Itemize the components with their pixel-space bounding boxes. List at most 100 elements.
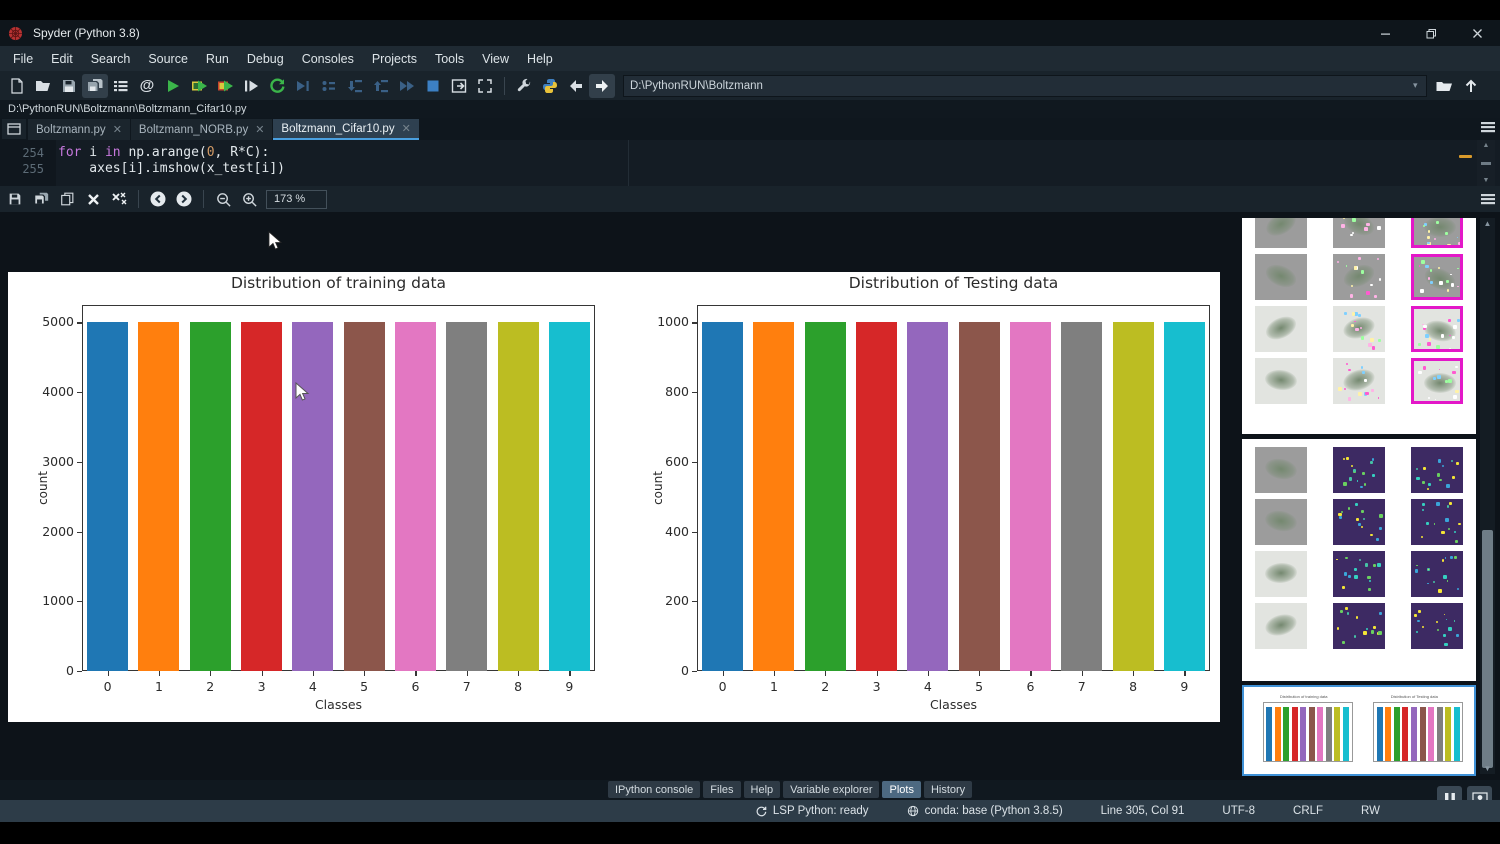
stop-debug-icon[interactable]	[420, 74, 446, 98]
menu-projects[interactable]: Projects	[363, 46, 426, 71]
mini-bar	[1377, 707, 1383, 761]
close-tab-icon[interactable]: ✕	[402, 122, 411, 135]
x-tick-mark	[415, 671, 416, 676]
debug-file-icon[interactable]	[290, 74, 316, 98]
step-over-icon[interactable]	[316, 74, 342, 98]
x-tick-label: 6	[405, 679, 425, 694]
x-tick-label: 7	[1072, 679, 1092, 694]
sidebar-scrollbar[interactable]: ▲ ▼	[1480, 218, 1495, 774]
zoom-level-field[interactable]: 173 %	[266, 190, 327, 209]
bar-class-1	[138, 322, 179, 671]
menu-debug[interactable]: Debug	[238, 46, 293, 71]
thumbnail-subimage	[1411, 551, 1463, 597]
thumbnail-subimage	[1333, 447, 1385, 493]
y-tick-mark	[77, 392, 82, 393]
save-plot-icon[interactable]	[2, 187, 28, 211]
back-icon[interactable]	[563, 74, 589, 98]
tab-boltzmann-cifar10-py[interactable]: Boltzmann_Cifar10.py✕	[273, 119, 418, 140]
menu-edit[interactable]: Edit	[42, 46, 82, 71]
step-return-icon[interactable]	[368, 74, 394, 98]
save-all-plots-icon[interactable]	[28, 187, 54, 211]
step-into-icon[interactable]	[342, 74, 368, 98]
file-switcher-icon[interactable]	[108, 74, 134, 98]
run-cell-advance-icon[interactable]	[212, 74, 238, 98]
bar-class-2	[805, 322, 846, 671]
y-axis-label: count	[651, 471, 665, 505]
menu-help[interactable]: Help	[518, 46, 562, 71]
thumbnail-subimage	[1411, 603, 1463, 649]
spyder-window: Spyder (Python 3.8) File Edit Search Sou…	[0, 0, 1500, 844]
thumbnail-class-distribution-selected[interactable]: Distribution of training data Distributi…	[1242, 685, 1476, 776]
menu-source[interactable]: Source	[139, 46, 197, 71]
spyder-logo-icon	[8, 26, 23, 41]
code-line[interactable]: 255 axes[i].imshow(x_test[i])	[0, 161, 1450, 177]
browse-tabs-icon[interactable]	[2, 119, 26, 139]
run-cell-icon[interactable]	[186, 74, 212, 98]
continue-debug-icon[interactable]	[394, 74, 420, 98]
file-path-breadcrumb: D:\PythonRUN\Boltzmann\Boltzmann_Cifar10…	[0, 100, 1500, 118]
menu-file[interactable]: File	[4, 46, 42, 71]
tab-plots[interactable]: Plots	[882, 781, 920, 798]
tab-boltzmann-norb-py[interactable]: Boltzmann_NORB.py✕	[131, 119, 273, 140]
parent-directory-up-icon[interactable]	[1458, 74, 1484, 98]
thumbnail-image-grid-magenta[interactable]	[1242, 218, 1476, 434]
forward-icon[interactable]	[589, 74, 615, 98]
new-file-icon[interactable]	[4, 74, 30, 98]
browse-directory-folder-icon[interactable]	[1432, 74, 1458, 98]
code-editor[interactable]: 254for i in np.arange(0, R*C):255 axes[i…	[0, 140, 1500, 186]
minimize-button[interactable]	[1362, 20, 1408, 46]
close-button[interactable]	[1454, 20, 1500, 46]
tab-help[interactable]: Help	[744, 781, 781, 798]
menu-search[interactable]: Search	[82, 46, 140, 71]
menu-tools[interactable]: Tools	[426, 46, 473, 71]
scrollbar-thumb[interactable]	[1482, 530, 1493, 768]
working-directory-dropdown-icon[interactable]: ▾	[1413, 80, 1418, 91]
fullscreen-icon[interactable]	[472, 74, 498, 98]
close-plot-icon[interactable]	[80, 187, 106, 211]
working-directory-input[interactable]	[623, 75, 1427, 97]
save-icon[interactable]	[56, 74, 82, 98]
close-all-plots-icon[interactable]	[106, 187, 132, 211]
python-path-manager-icon[interactable]	[537, 74, 563, 98]
x-tick-mark	[467, 671, 468, 676]
code-line[interactable]: 254for i in np.arange(0, R*C):	[0, 145, 1450, 161]
scroll-down-icon[interactable]: ▼	[1480, 764, 1495, 773]
tab-ipython-console[interactable]: IPython console	[608, 781, 700, 798]
copy-plot-icon[interactable]	[54, 187, 80, 211]
tab-files[interactable]: Files	[703, 781, 740, 798]
menu-run[interactable]: Run	[197, 46, 238, 71]
open-file-icon[interactable]	[30, 74, 56, 98]
plots-options-menu-icon[interactable]	[1480, 192, 1496, 206]
mini-chart-title: Distribution of Testing data	[1363, 694, 1465, 699]
next-plot-icon[interactable]	[171, 187, 197, 211]
thumbnail-image-grid-viridis[interactable]	[1242, 439, 1476, 681]
close-tab-icon[interactable]: ✕	[113, 123, 122, 136]
zoom-out-icon[interactable]	[210, 187, 236, 211]
run-file-icon[interactable]	[160, 74, 186, 98]
x-axis-label: Classes	[82, 697, 595, 712]
save-all-icon[interactable]	[82, 74, 108, 98]
tab-history[interactable]: History	[924, 781, 972, 798]
run-selection-icon[interactable]	[238, 74, 264, 98]
find-symbols-icon[interactable]: @	[134, 74, 160, 98]
mini-bar	[1266, 707, 1272, 761]
scroll-up-icon[interactable]: ▲	[1480, 219, 1495, 228]
maximize-pane-icon[interactable]	[446, 74, 472, 98]
scroll-warning-marker	[1459, 155, 1472, 158]
conda-env-status[interactable]: conda: base (Python 3.8.5)	[907, 805, 1063, 817]
zoom-in-icon[interactable]	[236, 187, 262, 211]
plots-toolbar: 173 %	[0, 186, 1500, 212]
editor-options-menu-icon[interactable]	[1480, 120, 1496, 134]
editor-scrollbar[interactable]: ▲▼	[1477, 140, 1495, 186]
menu-view[interactable]: View	[473, 46, 518, 71]
previous-plot-icon[interactable]	[145, 187, 171, 211]
maximize-button[interactable]	[1408, 20, 1454, 46]
tab-variable-explorer[interactable]: Variable explorer	[783, 781, 879, 798]
menu-consoles[interactable]: Consoles	[293, 46, 363, 71]
thumbnail-subimage	[1411, 218, 1463, 248]
preferences-wrench-icon[interactable]	[511, 74, 537, 98]
tab-boltzmann-py[interactable]: Boltzmann.py✕	[28, 119, 130, 140]
re-run-cell-icon[interactable]	[264, 74, 290, 98]
close-tab-icon[interactable]: ✕	[255, 123, 264, 136]
x-tick-mark	[877, 671, 878, 676]
